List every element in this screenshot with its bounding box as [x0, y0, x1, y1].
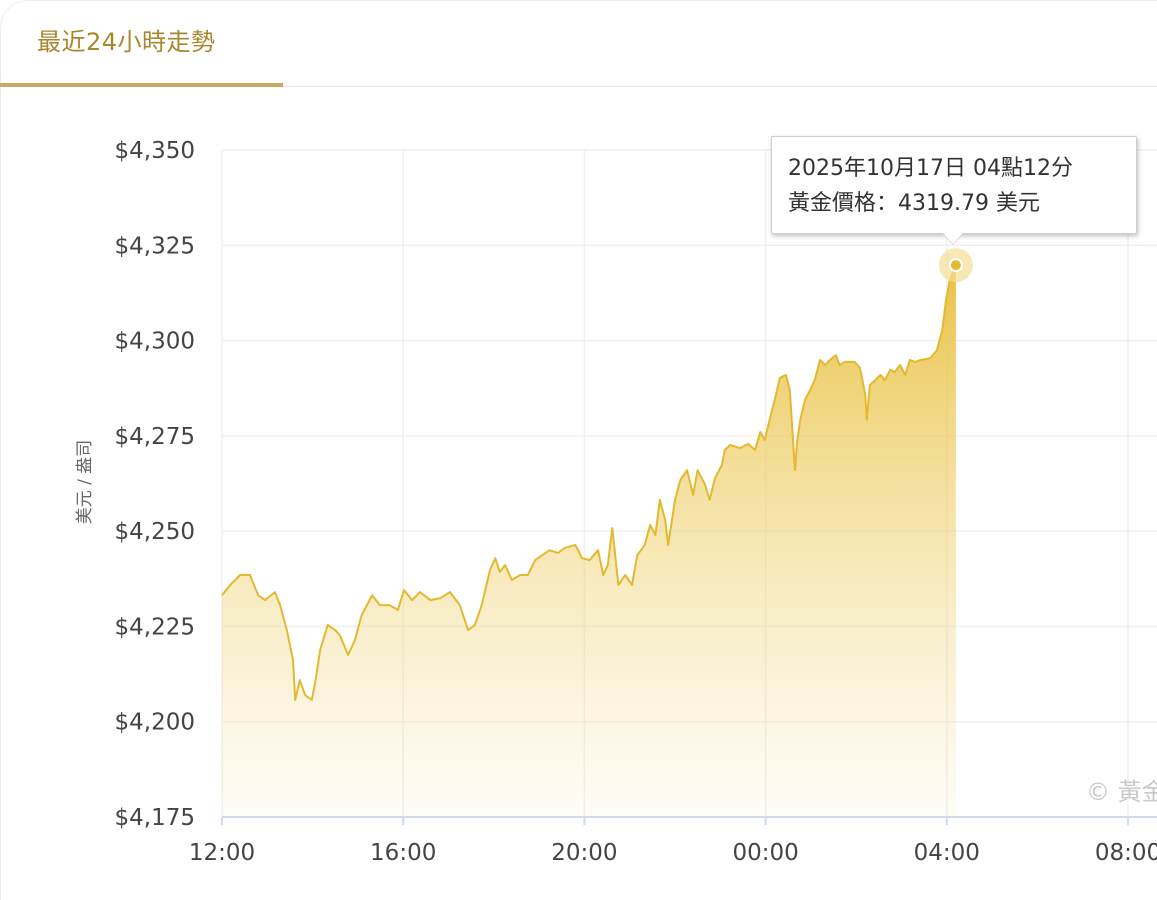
active-tab-indicator: [0, 83, 283, 87]
price-tooltip: 2025年10月17日 04點12分 黃金價格：4319.79 美元: [771, 136, 1137, 234]
y-tick-label: $4,350: [115, 138, 195, 164]
x-axis-labels: 12:00 16:00 20:00 00:00 04:00 08:00: [189, 840, 1157, 866]
price-line: [221, 264, 957, 701]
y-tick-label: $4,250: [115, 519, 195, 545]
y-tick-label: $4,225: [115, 614, 195, 640]
y-tick-label: $4,275: [115, 424, 195, 450]
y-tick-label: $4,325: [115, 233, 195, 259]
tab-label: 最近24小時走勢: [37, 28, 216, 56]
tab-24h-trend[interactable]: 最近24小時走勢: [0, 0, 283, 87]
x-tick-label: 16:00: [370, 840, 436, 866]
price-area: [222, 265, 956, 818]
x-tick-label: 20:00: [551, 840, 617, 866]
y-tick-label: $4,300: [115, 329, 195, 355]
highlight-point[interactable]: [948, 258, 963, 273]
x-tick-label: 04:00: [914, 840, 980, 866]
tooltip-datetime: 2025年10月17日 04點12分: [788, 156, 1073, 181]
x-tick-label: 12:00: [189, 840, 255, 866]
tooltip-arrow: [943, 233, 963, 244]
x-tick-label: 08:00: [1095, 840, 1157, 866]
watermark: © 黃金: [1086, 778, 1157, 806]
x-tick-label: 00:00: [732, 840, 798, 866]
y-axis-labels: $4,175 $4,200 $4,225 $4,250 $4,275 $4,300 $4,3…: [115, 138, 195, 831]
tab-bar: 最近24小時走勢: [0, 0, 1157, 87]
y-tick-label: $4,200: [115, 710, 195, 736]
y-tick-label: $4,175: [115, 805, 195, 831]
tooltip-price: 黃金價格：4319.79 美元: [788, 191, 1040, 216]
y-axis-title: 美元 / 盎司: [75, 440, 95, 525]
